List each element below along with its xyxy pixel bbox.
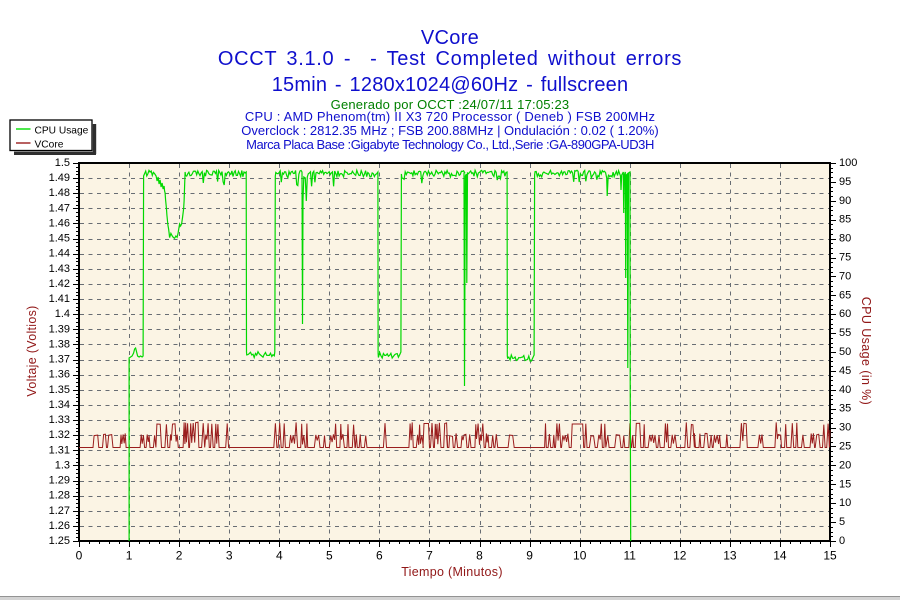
svg-text:80: 80 [839, 233, 851, 245]
svg-text:1.45: 1.45 [49, 233, 70, 245]
svg-text:30: 30 [839, 422, 851, 434]
svg-text:1.31: 1.31 [49, 444, 70, 456]
svg-text:12: 12 [673, 549, 687, 563]
svg-text:60: 60 [839, 308, 851, 320]
svg-text:25: 25 [839, 441, 851, 453]
svg-text:85: 85 [839, 214, 851, 226]
svg-text:1.28: 1.28 [49, 490, 70, 502]
svg-text:1.3: 1.3 [55, 459, 70, 471]
svg-text:5: 5 [326, 549, 333, 563]
svg-text:55: 55 [839, 327, 851, 339]
svg-text:1.47: 1.47 [49, 202, 70, 214]
svg-text:1.35: 1.35 [49, 384, 70, 396]
svg-text:9: 9 [526, 549, 533, 563]
svg-text:1.49: 1.49 [49, 172, 70, 184]
svg-text:6: 6 [376, 549, 383, 563]
svg-text:10: 10 [839, 497, 851, 509]
svg-text:70: 70 [839, 270, 851, 282]
svg-text:15: 15 [823, 549, 837, 563]
svg-text:50: 50 [839, 346, 851, 358]
svg-text:10: 10 [573, 549, 587, 563]
svg-text:1: 1 [126, 549, 133, 563]
svg-text:100: 100 [839, 157, 857, 169]
svg-text:VCore: VCore [35, 140, 64, 151]
svg-text:95: 95 [839, 176, 851, 188]
svg-text:15: 15 [839, 478, 851, 490]
svg-text:7: 7 [426, 549, 433, 563]
svg-text:45: 45 [839, 365, 851, 377]
svg-text:CPU Usage: CPU Usage [35, 126, 89, 137]
svg-text:14: 14 [773, 549, 787, 563]
svg-text:1.39: 1.39 [49, 323, 70, 335]
svg-text:1.27: 1.27 [49, 505, 70, 517]
svg-text:11: 11 [623, 549, 636, 563]
svg-text:1.36: 1.36 [49, 369, 70, 381]
svg-text:0: 0 [839, 535, 845, 547]
svg-text:13: 13 [723, 549, 737, 563]
svg-text:1.33: 1.33 [49, 414, 70, 426]
svg-text:CPU Usage (in %): CPU Usage (in %) [859, 297, 873, 406]
svg-text:35: 35 [839, 403, 851, 415]
svg-text:1.34: 1.34 [49, 399, 70, 411]
svg-text:1.42: 1.42 [49, 278, 70, 290]
svg-text:1.46: 1.46 [49, 218, 70, 230]
svg-text:20: 20 [839, 459, 851, 471]
svg-text:1.43: 1.43 [49, 263, 70, 275]
svg-text:1.25: 1.25 [49, 535, 70, 547]
svg-text:90: 90 [839, 195, 851, 207]
svg-text:Voltaje (Voltios): Voltaje (Voltios) [25, 305, 39, 396]
svg-text:3: 3 [226, 549, 233, 563]
svg-text:1.41: 1.41 [49, 293, 70, 305]
svg-text:2: 2 [176, 549, 183, 563]
svg-text:65: 65 [839, 289, 851, 301]
svg-text:Tiempo (Minutos): Tiempo (Minutos) [401, 565, 503, 579]
svg-text:8: 8 [476, 549, 483, 563]
svg-text:1.29: 1.29 [49, 475, 70, 487]
svg-text:0: 0 [76, 549, 83, 563]
svg-text:1.37: 1.37 [49, 354, 70, 366]
svg-text:1.44: 1.44 [49, 248, 70, 260]
svg-text:1.5: 1.5 [55, 157, 70, 169]
svg-text:4: 4 [276, 549, 283, 563]
svg-text:1.48: 1.48 [49, 187, 70, 199]
svg-text:1.32: 1.32 [49, 429, 70, 441]
svg-text:1.38: 1.38 [49, 338, 70, 350]
svg-text:1.26: 1.26 [49, 520, 70, 532]
svg-text:5: 5 [839, 516, 845, 528]
svg-text:1.4: 1.4 [55, 308, 70, 320]
svg-text:75: 75 [839, 252, 851, 264]
svg-text:40: 40 [839, 384, 851, 396]
